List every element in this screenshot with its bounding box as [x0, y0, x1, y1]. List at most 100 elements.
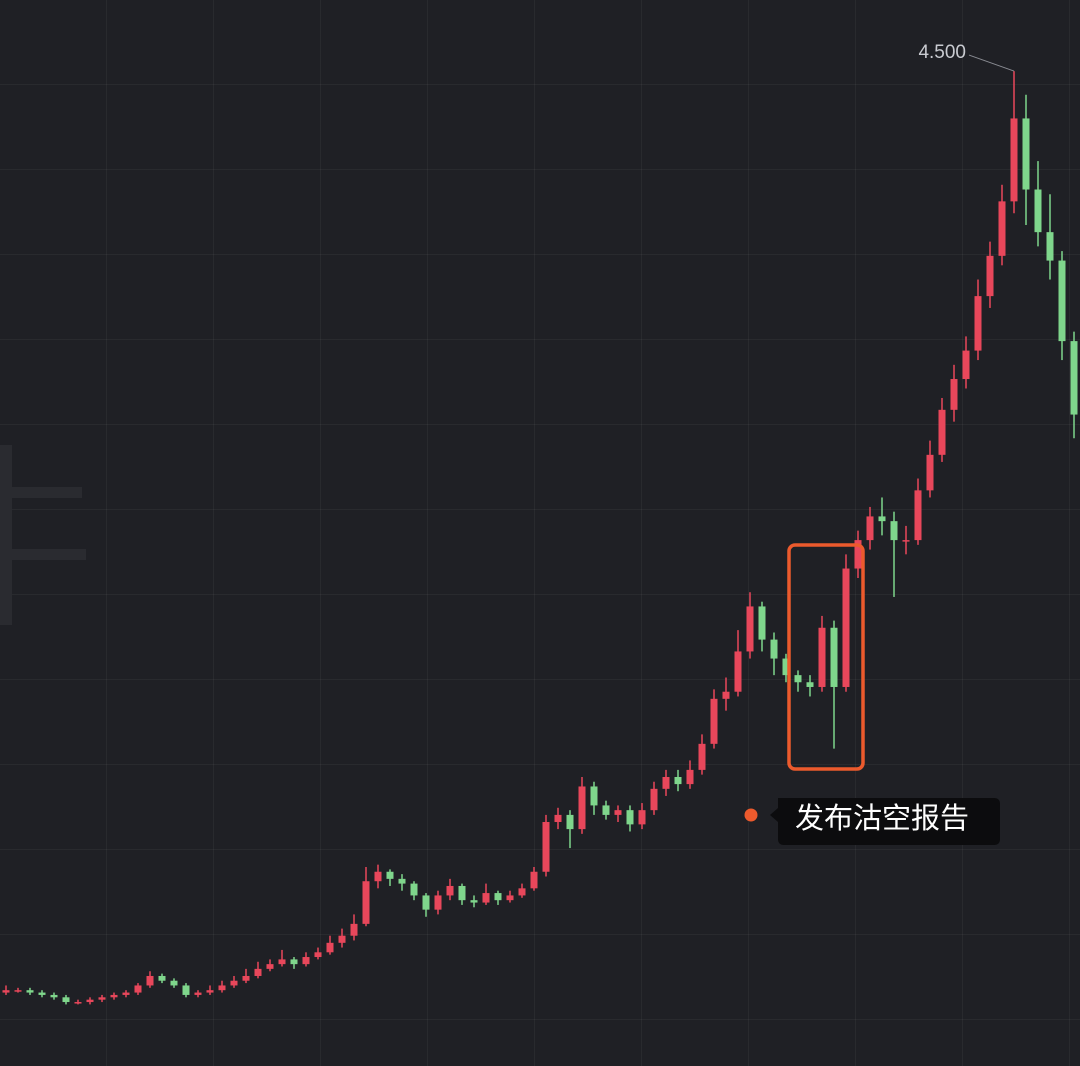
annotation-text: 发布沽空报告 — [795, 801, 969, 835]
candle-body — [362, 881, 370, 924]
candle-body — [962, 350, 970, 380]
watermark — [0, 445, 86, 625]
candle-body — [410, 883, 418, 896]
candle-body — [806, 682, 814, 687]
candle-body — [218, 985, 226, 991]
candle-body — [854, 540, 862, 569]
candle-body — [422, 895, 430, 910]
candle-body — [74, 1002, 82, 1004]
annotation-dot — [744, 808, 758, 822]
candle-body — [122, 992, 130, 995]
candle-body — [842, 568, 850, 687]
candle-body — [566, 814, 574, 830]
candle-body — [602, 805, 610, 815]
candle-body — [626, 810, 634, 825]
candle-body — [326, 942, 334, 953]
candle-body — [386, 871, 394, 879]
candle-body — [998, 201, 1006, 256]
candle-body — [650, 788, 658, 811]
candle-body — [662, 776, 670, 789]
candle-body — [938, 409, 946, 455]
candle-body — [878, 516, 886, 522]
candle-body — [254, 968, 262, 976]
candle-body — [98, 997, 106, 1000]
candle-body — [782, 658, 790, 676]
candle-body — [86, 999, 94, 1003]
candle-body — [206, 990, 214, 993]
candle-body — [170, 980, 178, 986]
candle-body — [1046, 232, 1054, 261]
peak-label: 4.500 — [918, 42, 966, 63]
candle-body — [554, 814, 562, 823]
candle-body — [1022, 118, 1030, 190]
peak-leader — [968, 54, 1015, 72]
candle-body — [950, 379, 958, 410]
candle-body — [158, 975, 166, 981]
candle-body — [26, 990, 34, 993]
candle-body — [350, 923, 358, 936]
candle-body — [242, 975, 250, 981]
candle-body — [266, 964, 274, 969]
candle-body — [398, 878, 406, 884]
annotation-box — [770, 798, 1000, 845]
candle-body — [134, 985, 142, 993]
candle-body — [974, 296, 982, 351]
candle-body — [1058, 260, 1066, 342]
candle-body — [14, 990, 22, 992]
candle-body — [590, 786, 598, 806]
candle-body — [746, 606, 754, 652]
candle-body — [506, 895, 514, 901]
candle-body — [1010, 118, 1018, 202]
candles — [2, 71, 1078, 1005]
candle-body — [1070, 341, 1078, 415]
candle-body — [1034, 189, 1042, 233]
candle-body — [518, 888, 526, 896]
candle-body — [722, 691, 730, 699]
candle-body — [674, 776, 682, 785]
candle-body — [914, 490, 922, 541]
candle-body — [866, 516, 874, 541]
candle-body — [62, 997, 70, 1003]
candle-body — [794, 675, 802, 683]
candle-body — [50, 994, 58, 998]
candle-body — [698, 743, 706, 770]
candle-body — [710, 698, 718, 744]
candle-body — [110, 994, 118, 998]
candle-body — [902, 540, 910, 542]
candle-body — [926, 454, 934, 491]
candle-body — [734, 651, 742, 692]
candle-body — [182, 985, 190, 995]
candle-body — [458, 885, 466, 901]
candle-body — [686, 769, 694, 785]
candle-body — [2, 990, 10, 993]
highlight-box — [787, 543, 865, 771]
candle-body — [230, 980, 238, 986]
candle-body — [446, 885, 454, 896]
candle-body — [614, 810, 622, 815]
candle-body — [278, 959, 286, 965]
candle-body — [890, 521, 898, 541]
candle-body — [338, 935, 346, 943]
candle-body — [542, 822, 550, 872]
candle-body — [830, 627, 838, 687]
candle-body — [758, 606, 766, 640]
candle-body — [314, 952, 322, 958]
candle-body — [482, 893, 490, 903]
candle-body — [374, 871, 382, 882]
candle-body — [986, 255, 994, 297]
candle-body — [638, 810, 646, 825]
candle-body — [38, 992, 46, 995]
candle-body — [290, 959, 298, 965]
candle-body — [818, 627, 826, 687]
candle-body — [194, 992, 202, 995]
candle-body — [434, 895, 442, 910]
candle-body — [578, 786, 586, 830]
candle-body — [770, 639, 778, 659]
candle-body — [146, 975, 154, 986]
candle-body — [494, 893, 502, 901]
candle-body — [302, 957, 310, 965]
candle-body — [470, 900, 478, 903]
candle-body — [530, 871, 538, 889]
